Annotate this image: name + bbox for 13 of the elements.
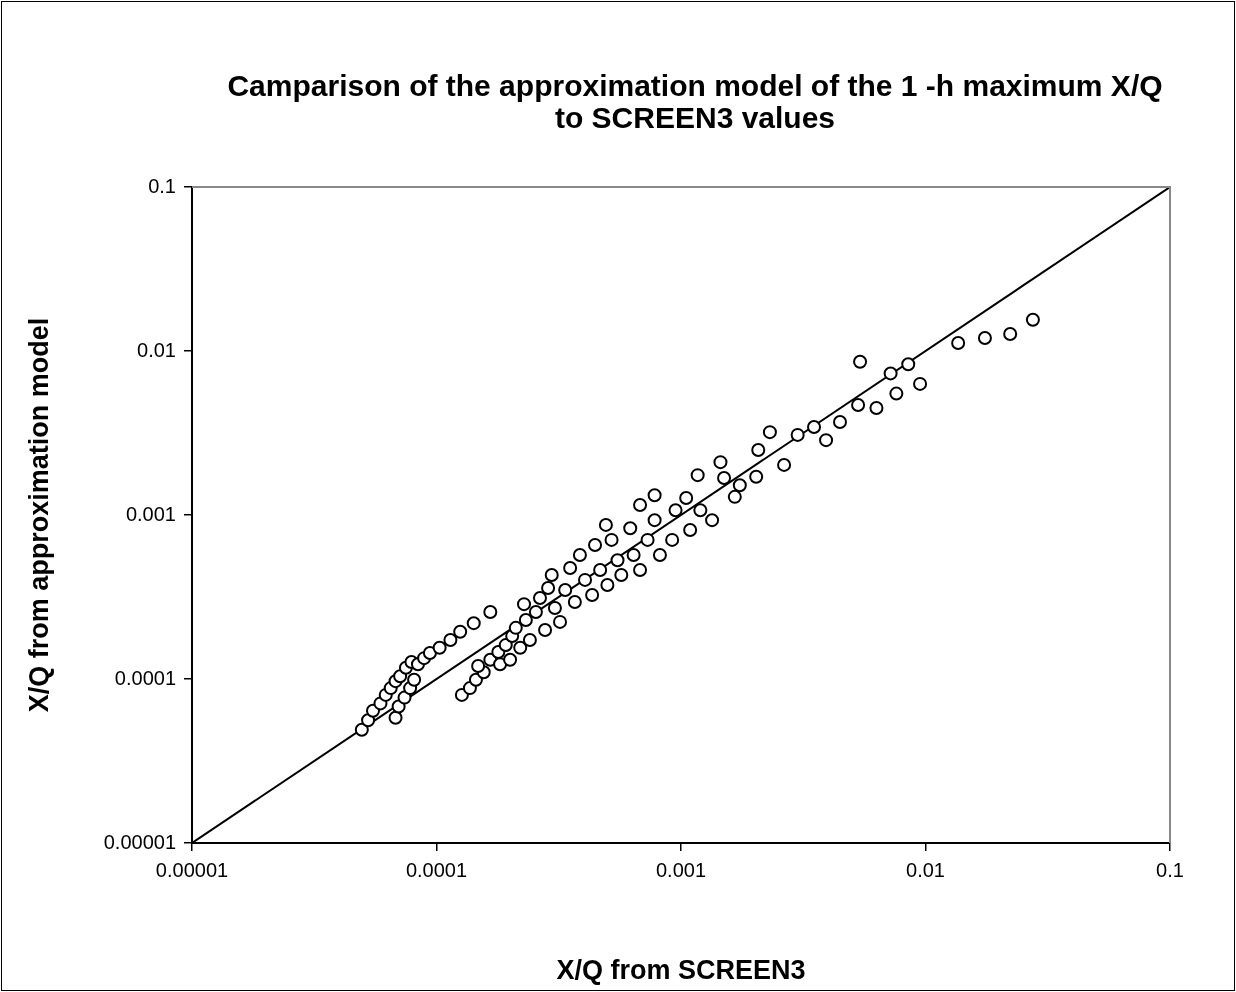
- x-axis-title: X/Q from SCREEN3: [556, 955, 806, 986]
- y-tick-label: 0.01: [137, 338, 176, 361]
- x-tick-label: 0.001: [655, 858, 707, 881]
- x-tick-label: 0.0001: [405, 858, 468, 881]
- y-tick-label: 0.00001: [103, 830, 176, 853]
- x-tick-label: 0.01: [906, 858, 945, 881]
- x-tick-label: 0.1: [1156, 858, 1184, 881]
- y-axis-title: X/Q from approximation model: [23, 317, 54, 713]
- chart-title: Camparison of the approximation model of the 1 -h maximum X/Q to SCREEN3 values: [226, 69, 1164, 134]
- y-tick-label: 0.0001: [114, 666, 176, 689]
- x-tick-label: 0.00001: [155, 858, 229, 881]
- y-tick-label: 0.1: [148, 174, 176, 197]
- y-tick-label: 0.001: [125, 502, 176, 525]
